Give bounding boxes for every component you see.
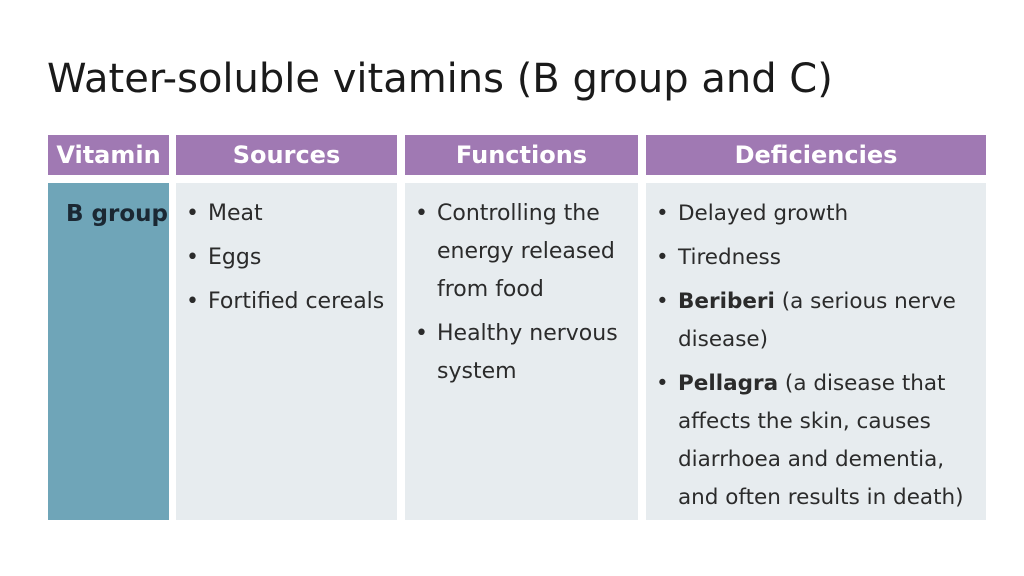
cell-functions: Controlling the energy released from foo…: [405, 183, 638, 520]
cell-deficiencies: Delayed growth Tiredness Beriberi (a ser…: [646, 183, 986, 520]
vitamin-name: B group: [66, 201, 168, 227]
deficiency-text: (a disease that affects the skin, causes…: [678, 371, 964, 510]
cell-vitamin: B group: [48, 183, 169, 520]
cell-sources: Meat Eggs Fortified cereals: [176, 183, 397, 520]
deficiency-item: Beriberi (a serious nerve disease): [656, 283, 976, 359]
header-sources: Sources: [176, 135, 397, 175]
function-item: Controlling the energy released from foo…: [415, 195, 628, 309]
header-functions: Functions: [405, 135, 638, 175]
deficiency-term: Beriberi: [678, 289, 775, 314]
deficiency-term: Pellagra: [678, 371, 779, 396]
function-item: Healthy nervous system: [415, 315, 628, 391]
source-item: Fortified cereals: [186, 283, 387, 321]
deficiency-item: Delayed growth: [656, 195, 976, 233]
source-item: Meat: [186, 195, 387, 233]
deficiency-text: Delayed growth: [678, 201, 849, 226]
deficiency-item: Tiredness: [656, 239, 976, 277]
header-vitamin: Vitamin: [48, 135, 169, 175]
deficiency-item: Pellagra (a disease that affects the ski…: [656, 365, 976, 517]
source-item: Eggs: [186, 239, 387, 277]
deficiency-text: (a serious nerve disease): [678, 289, 956, 352]
header-deficiencies: Deficiencies: [646, 135, 986, 175]
deficiency-text: Tiredness: [678, 245, 781, 270]
vitamin-table: Vitamin Sources Functions Deficiencies B…: [48, 135, 986, 520]
slide-title: Water-soluble vitamins (B group and C): [47, 56, 833, 102]
